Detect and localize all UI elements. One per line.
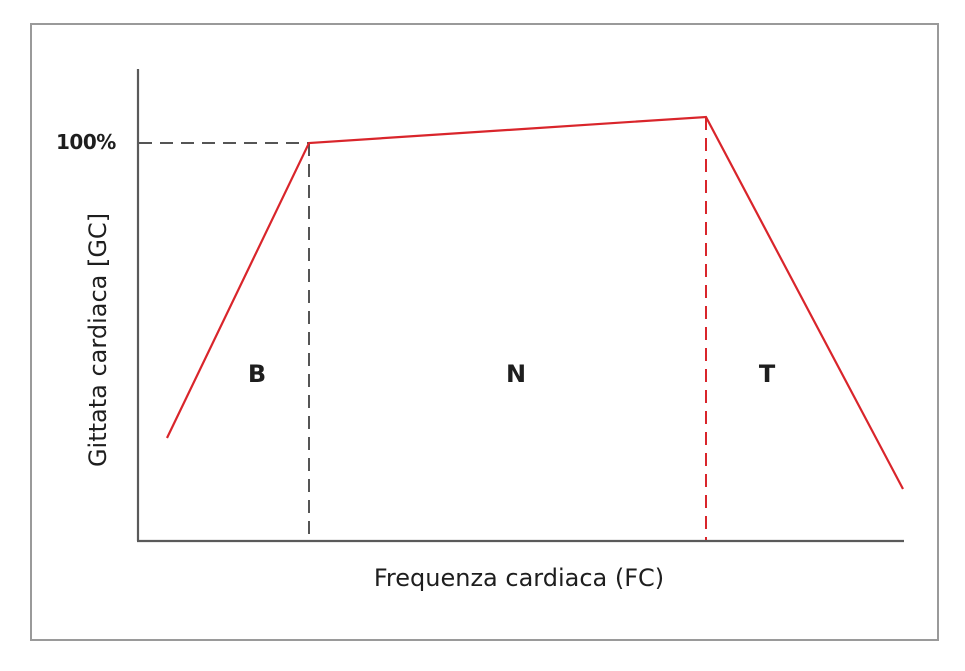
x-axis-label: Frequenza cardiaca (FC): [373, 564, 665, 592]
y-tick-100-percent: 100%: [56, 130, 116, 154]
cardiac-output-curve: [166, 115, 904, 490]
region-label-b: B: [247, 360, 267, 388]
y-axis-label: Gittata cardiaca [GC]: [84, 212, 112, 468]
region-label-n: N: [505, 360, 527, 388]
region-label-t: T: [758, 360, 776, 388]
figure-frame: [30, 23, 939, 641]
